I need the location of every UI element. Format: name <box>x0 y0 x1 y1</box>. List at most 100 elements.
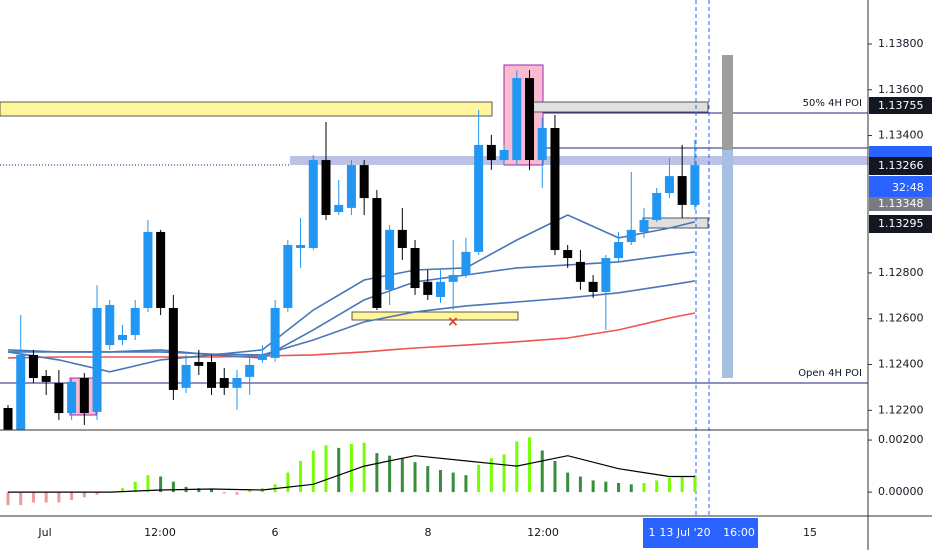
macd-bar <box>286 472 290 493</box>
candle-body <box>614 242 624 259</box>
candle-body <box>601 258 611 292</box>
candle-body <box>474 144 484 252</box>
candle-body <box>194 361 204 366</box>
indicator-line <box>7 312 696 359</box>
macd-bar <box>95 492 99 495</box>
macd-bar <box>197 488 201 493</box>
x-tick-label: Jul <box>37 526 51 539</box>
macd-bar <box>553 460 557 493</box>
supply-zone <box>0 101 493 117</box>
candle-body <box>168 307 178 390</box>
candle-body <box>92 307 102 412</box>
macd-bar <box>591 480 595 493</box>
macd-bar <box>515 441 519 493</box>
candle-body <box>563 250 573 259</box>
pink-box <box>503 64 544 166</box>
y-tick-label: 1.13400 <box>878 129 924 142</box>
indicator-line <box>7 214 696 373</box>
macd-bar <box>337 447 341 493</box>
y-tick-label: 0.00200 <box>878 433 924 446</box>
candle-body <box>143 231 153 308</box>
candle-body <box>537 127 547 161</box>
price-label: 1.13755 <box>878 99 924 112</box>
candle-body <box>245 364 255 377</box>
macd-bar <box>667 477 671 493</box>
crosshair-label: 13 Jul '20 <box>659 526 710 539</box>
candle-body <box>486 144 496 161</box>
price-label-box <box>869 197 932 211</box>
candle-body <box>677 176 687 205</box>
macd-bar <box>477 464 481 493</box>
macd-bar <box>375 453 379 493</box>
candle-body <box>296 244 306 248</box>
marks <box>3 70 700 506</box>
macd-bar <box>629 484 633 493</box>
macd-bar <box>171 481 175 493</box>
macd-bar <box>528 437 532 493</box>
macd-bar <box>502 454 506 493</box>
time-axis: Jul 12:00 6 8 12:00 15 1 13 Jul '20 16:0… <box>37 518 817 548</box>
candle-body <box>690 165 700 205</box>
x-tick-label: 12:00 <box>527 526 559 539</box>
macd-bar <box>617 482 621 493</box>
crosshair-label: 1 <box>649 526 656 539</box>
candle-body <box>67 381 77 414</box>
y-tick-label: 1.13800 <box>878 37 924 50</box>
y-tick-label: 1.12800 <box>878 266 924 279</box>
indicator-line <box>8 455 695 493</box>
candle-body <box>423 281 433 295</box>
candle-body <box>321 160 331 215</box>
gray-zone <box>529 101 709 113</box>
x-tick-label: 15 <box>803 526 817 539</box>
candle-body <box>575 261 585 282</box>
macd-bar <box>578 476 582 493</box>
price-label-box <box>869 146 932 158</box>
candle-body <box>28 354 38 379</box>
candle-body <box>232 378 242 388</box>
macd-bar <box>451 472 455 493</box>
price-labels: 1.13755 1.13266 32:48 1.13348 1.13295 <box>869 97 932 233</box>
x-tick-label: 8 <box>425 526 432 539</box>
y-tick-label: 1.12600 <box>878 312 924 325</box>
candle-body <box>219 378 229 388</box>
candle-body <box>461 251 471 275</box>
candle-body <box>156 231 166 308</box>
crosshair-label: 16:00 <box>723 526 755 539</box>
candle-body <box>435 281 445 297</box>
macd-bar <box>655 480 659 493</box>
countdown: 32:48 <box>892 181 924 194</box>
macd-bar <box>133 481 137 493</box>
candle-body <box>117 334 127 341</box>
candle-body <box>448 274 458 282</box>
macd-bar <box>235 492 239 495</box>
poi-band <box>290 156 868 165</box>
annotation: 50% 4H POI <box>803 98 862 109</box>
macd-bar <box>680 476 684 493</box>
candle-body <box>550 127 560 251</box>
macd-bar <box>146 475 150 493</box>
range-bar <box>722 55 733 150</box>
macd-bar <box>159 476 163 493</box>
candle-body <box>346 165 356 208</box>
macd-bar <box>70 492 74 500</box>
macd-bar <box>324 445 328 493</box>
candle-body <box>105 304 115 346</box>
macd-bar <box>299 460 303 493</box>
price-label: 1.13295 <box>878 217 924 230</box>
candle-body <box>359 165 369 199</box>
candle-body <box>639 220 649 232</box>
candle-body <box>257 354 267 360</box>
macd-bar <box>6 492 10 506</box>
macd-bar <box>693 475 697 493</box>
candle-body <box>499 149 509 161</box>
macd-bar <box>489 458 493 493</box>
macd-bar <box>349 443 353 493</box>
macd-bar <box>540 450 544 493</box>
candle-body <box>283 244 293 308</box>
candle-body <box>41 375 51 382</box>
macd-bar <box>44 492 48 503</box>
macd-bar <box>19 492 23 506</box>
candle-body <box>16 354 26 430</box>
candle-body <box>270 307 280 358</box>
